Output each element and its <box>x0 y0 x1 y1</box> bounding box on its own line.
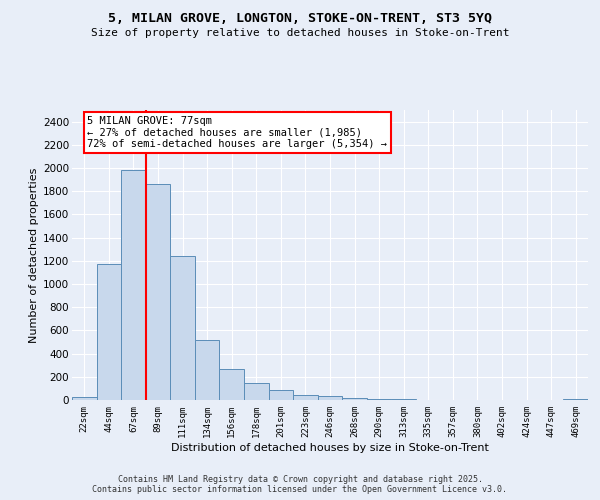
Text: 5, MILAN GROVE, LONGTON, STOKE-ON-TRENT, ST3 5YQ: 5, MILAN GROVE, LONGTON, STOKE-ON-TRENT,… <box>108 12 492 26</box>
Bar <box>342 398 367 400</box>
Bar <box>293 395 318 400</box>
Bar <box>146 184 170 400</box>
X-axis label: Distribution of detached houses by size in Stoke-on-Trent: Distribution of detached houses by size … <box>171 442 489 452</box>
Bar <box>367 399 391 400</box>
Text: Size of property relative to detached houses in Stoke-on-Trent: Size of property relative to detached ho… <box>91 28 509 38</box>
Bar <box>563 399 588 400</box>
Bar <box>244 382 269 400</box>
Bar <box>220 368 244 400</box>
Bar <box>97 264 121 400</box>
Text: 5 MILAN GROVE: 77sqm
← 27% of detached houses are smaller (1,985)
72% of semi-de: 5 MILAN GROVE: 77sqm ← 27% of detached h… <box>88 116 388 149</box>
Bar <box>318 396 342 400</box>
Text: Contains HM Land Registry data © Crown copyright and database right 2025.
Contai: Contains HM Land Registry data © Crown c… <box>92 474 508 494</box>
Bar <box>170 256 195 400</box>
Bar <box>121 170 146 400</box>
Y-axis label: Number of detached properties: Number of detached properties <box>29 168 39 342</box>
Bar <box>269 390 293 400</box>
Bar <box>195 340 220 400</box>
Bar <box>72 397 97 400</box>
